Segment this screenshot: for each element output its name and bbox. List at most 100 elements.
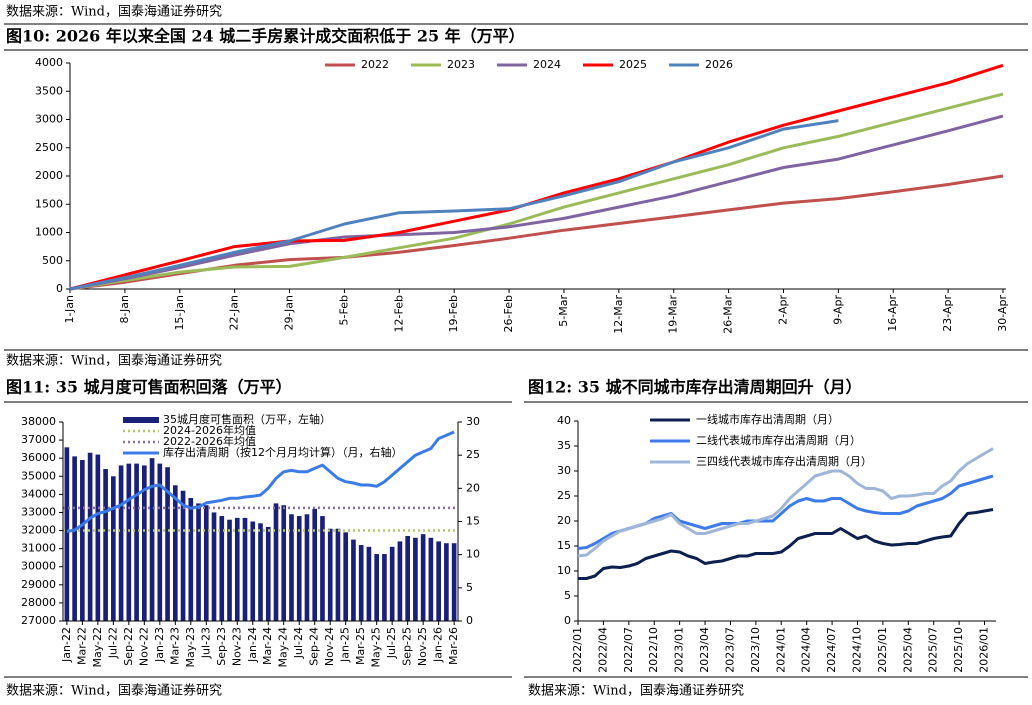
series-line (69, 63, 1004, 291)
bar (420, 534, 426, 621)
y-tick-label: 3500 (35, 84, 63, 97)
bar (142, 465, 147, 621)
x-tick-label: Sep-22 (122, 627, 135, 666)
y-tick-label: 4000 (35, 56, 63, 69)
x-tick-label: Mar-24 (261, 627, 274, 665)
y-tick-label: 35 (557, 439, 571, 452)
bar (118, 465, 124, 621)
x-tick-label: Jul-25 (385, 627, 398, 659)
legend-label: 一线城市库存出清周期（月） (696, 412, 839, 426)
x-tick-label: 2-Apr (776, 295, 789, 325)
x-tick-label: 12-Feb (392, 295, 405, 332)
bar (320, 516, 325, 621)
bar (242, 517, 248, 621)
legend-label: 35城月度可售面积（万平，左轴） (163, 412, 331, 426)
bar (258, 523, 263, 621)
series-line (66, 430, 455, 533)
y-tick-label: 5 (564, 589, 571, 602)
bar (227, 519, 232, 621)
y-tick-label: 32000 (21, 524, 56, 537)
bar (219, 516, 225, 621)
y-tick-label: 40 (557, 414, 571, 427)
bar (203, 505, 209, 621)
bar (250, 521, 256, 621)
legend-label: 2024 (533, 58, 561, 71)
x-tick-label: Nov-23 (230, 627, 243, 666)
series-line (69, 92, 1004, 291)
bar (444, 543, 449, 621)
y-tick-label: 29000 (21, 578, 56, 591)
x-tick-label: Mar-26 (447, 627, 460, 665)
bar (265, 526, 271, 621)
x-tick-label: 2025/10 (952, 627, 965, 673)
x-tick-label: 12-Mar (612, 295, 625, 334)
x-tick-label: 5-Feb (337, 295, 350, 325)
x-tick-label: 5-Mar (557, 295, 570, 327)
source: 数据来源：Wind，国泰海通证券研究 (6, 353, 222, 369)
bar (327, 528, 333, 621)
bar (134, 463, 139, 621)
x-tick-label: Jan-22 (60, 627, 73, 663)
legend-label: 2022-2026年均值 (163, 434, 256, 448)
bar (358, 545, 364, 621)
y-tick-label: 30000 (21, 560, 56, 573)
x-tick-label: Sep-25 (401, 627, 414, 666)
y-tick-label: 3000 (35, 113, 63, 126)
y-tick-label: 31000 (21, 542, 56, 555)
x-tick-label: Jul-24 (292, 627, 305, 659)
bar (289, 514, 294, 621)
x-tick-label: 2023/01 (673, 627, 686, 673)
bar (397, 541, 403, 621)
x-tick-label: 2023/10 (749, 627, 762, 673)
bar (335, 528, 341, 621)
x-tick-label: Nov-25 (416, 627, 429, 666)
x-tick-label: 22-Jan (228, 295, 241, 331)
x-tick-label: 2024/10 (850, 627, 863, 673)
legend-label: 库存出清周期（按12个月月均计算）（月，右轴） (163, 445, 403, 459)
bar (95, 454, 101, 621)
bar (428, 537, 434, 621)
legend-label: 三四线代表城市库存出清周期（月） (696, 454, 872, 468)
series-line (69, 119, 839, 291)
x-tick-label: Mar-22 (75, 627, 88, 665)
bar (389, 546, 395, 621)
legend-swatch (123, 417, 159, 423)
legend-label: 二线代表城市库存出清周期（月） (696, 433, 861, 447)
y2-tick-label: 25 (466, 448, 480, 461)
x-tick-label: Nov-24 (323, 627, 336, 666)
legend-label: 2026 (705, 58, 733, 71)
bar (211, 512, 217, 621)
x-tick-label: 29-Jan (283, 295, 296, 331)
y-tick-label: 2500 (35, 141, 63, 154)
bar (304, 514, 310, 621)
y-tick-label: 10 (557, 564, 571, 577)
y-tick-label: 20 (557, 514, 571, 527)
bar (80, 459, 85, 621)
x-tick-label: 15-Jan (173, 295, 186, 331)
series-line (577, 447, 994, 558)
x-tick-label: 19-Mar (667, 295, 680, 334)
x-tick-label: 1-Jan (63, 295, 76, 324)
x-tick-label: 2023/04 (698, 627, 711, 673)
x-tick-label: 2025/04 (901, 627, 914, 673)
y-tick-label: 35000 (21, 469, 56, 482)
y-tick-label: 1500 (35, 197, 63, 210)
bar (87, 452, 93, 621)
y-tick-label: 30 (557, 464, 571, 477)
bar (382, 554, 387, 621)
bar (126, 463, 132, 621)
bar (451, 543, 457, 621)
x-tick-label: Mar-23 (168, 627, 181, 665)
bar (436, 541, 441, 621)
x-tick-label: May-22 (91, 627, 104, 668)
x-tick-label: Jul-23 (199, 627, 212, 659)
y2-tick-label: 20 (466, 481, 480, 494)
x-tick-label: 2024/01 (774, 627, 787, 673)
x-tick-label: May-24 (277, 627, 290, 668)
x-tick-label: 2022/01 (571, 627, 584, 673)
series-line (578, 508, 994, 580)
series-line (577, 474, 994, 550)
x-tick-label: Jan-23 (153, 627, 166, 663)
chart-title: 图12: 35 城不同城市库存出清周期回升（月） (528, 378, 862, 397)
